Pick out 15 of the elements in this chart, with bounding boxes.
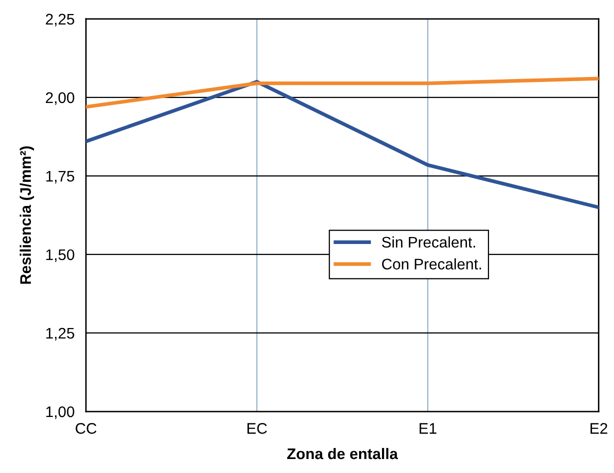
legend-label: Con Precalent.: [382, 258, 481, 270]
y-tick-label: 1,00: [46, 406, 74, 419]
x-axis-title: Zona de entalla: [287, 448, 398, 460]
y-tick-label: 1,75: [46, 170, 74, 184]
legend-label: Sin Precalent.: [382, 236, 476, 248]
x-tick-label: E1: [420, 423, 436, 434]
line-series: [86, 80, 599, 210]
y-tick-label: 1,25: [46, 328, 74, 340]
x-tick-label: E2: [590, 423, 608, 434]
y-axis-title: Resiliencia (J/mm²): [20, 146, 34, 284]
x-tick-label: EC: [248, 423, 267, 434]
y-tick-label: 2,00: [46, 92, 74, 105]
y-tick-label: 2,25: [46, 14, 74, 26]
y-tick-label: 1,50: [46, 249, 74, 262]
x-tick-label: CC: [76, 423, 96, 434]
